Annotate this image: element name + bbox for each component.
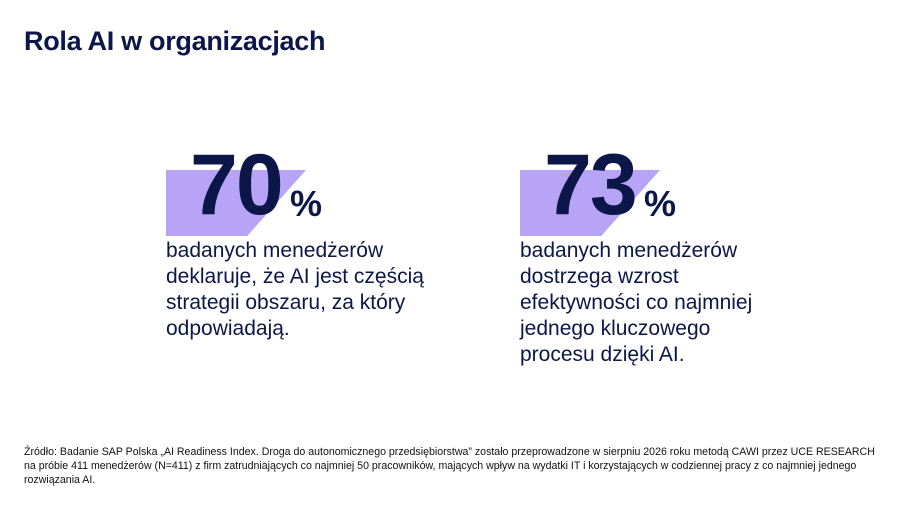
stat-block-strategy: 70 % badanych menedżerów deklaruje, że A…: [166, 142, 466, 342]
stat-description: badanych menedżerów dostrzega wzrost efe…: [520, 239, 753, 366]
page-title: Rola AI w organizacjach: [24, 26, 326, 56]
stat-percent-sign: %: [644, 183, 677, 224]
stat-figure: 73 %: [520, 142, 820, 236]
source-footnote: Źródło: Badanie SAP Polska „AI Readiness…: [24, 446, 875, 486]
stat-number: 73: [544, 137, 638, 233]
stat-description: badanych menedżerów deklaruje, że AI jes…: [166, 239, 424, 340]
stat-number: 70: [190, 137, 284, 233]
stat-block-efficiency: 73 % badanych menedżerów dostrzega wzros…: [520, 142, 820, 368]
stat-percent-sign: %: [290, 183, 323, 224]
stat-figure: 70 %: [166, 142, 466, 236]
